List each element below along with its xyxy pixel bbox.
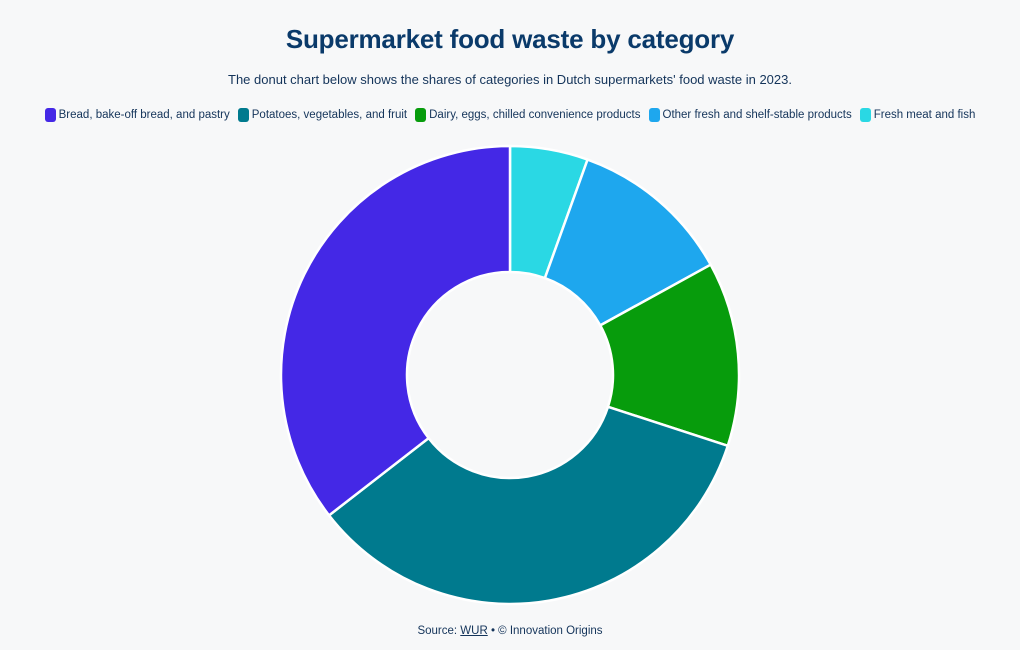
legend-swatch [859,108,871,122]
legend-swatch [415,108,427,122]
donut-slice[interactable] [543,158,712,327]
legend-item[interactable]: Fresh meat and fish [859,108,976,122]
donut-slice[interactable] [279,144,512,517]
donut-slice[interactable] [327,405,730,606]
donut-slice[interactable] [599,263,741,448]
legend-label: Bread, bake-off bread, and pastry [58,109,230,121]
legend-swatch [237,108,249,122]
legend-item[interactable]: Other fresh and shelf-stable products [648,108,852,122]
source-suffix: • © Innovation Origins [490,625,603,637]
legend-swatch [44,108,56,122]
legend-item[interactable]: Potatoes, vegetables, and fruit [237,108,408,122]
source-link[interactable]: WUR [460,625,488,637]
legend-label: Dairy, eggs, chilled convenience product… [429,109,641,121]
legend-swatch [648,108,660,122]
legend-item[interactable]: Bread, bake-off bread, and pastry [44,108,230,122]
chart-title: Supermarket food waste by category [285,24,735,54]
legend-label: Fresh meat and fish [873,109,976,121]
legend-label: Other fresh and shelf-stable products [662,109,852,121]
legend-label: Potatoes, vegetables, and fruit [251,109,408,121]
source-prefix: Source: [417,625,458,637]
legend-item[interactable]: Dairy, eggs, chilled convenience product… [415,108,641,122]
chart-subtitle: The donut chart below shows the shares o… [228,72,792,87]
chart-source: Source: WUR • © Innovation Origins [0,625,1020,637]
chart-legend: Bread, bake-off bread, and pastry Potatoe… [0,108,1020,122]
